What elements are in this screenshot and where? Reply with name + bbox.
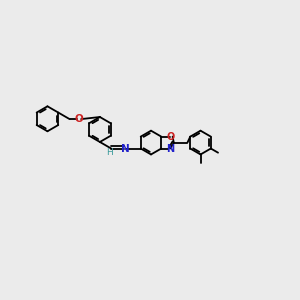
Text: O: O bbox=[75, 114, 83, 124]
Text: N: N bbox=[122, 143, 130, 154]
Text: H: H bbox=[106, 148, 113, 158]
Text: O: O bbox=[166, 132, 174, 142]
Text: N: N bbox=[166, 143, 174, 154]
